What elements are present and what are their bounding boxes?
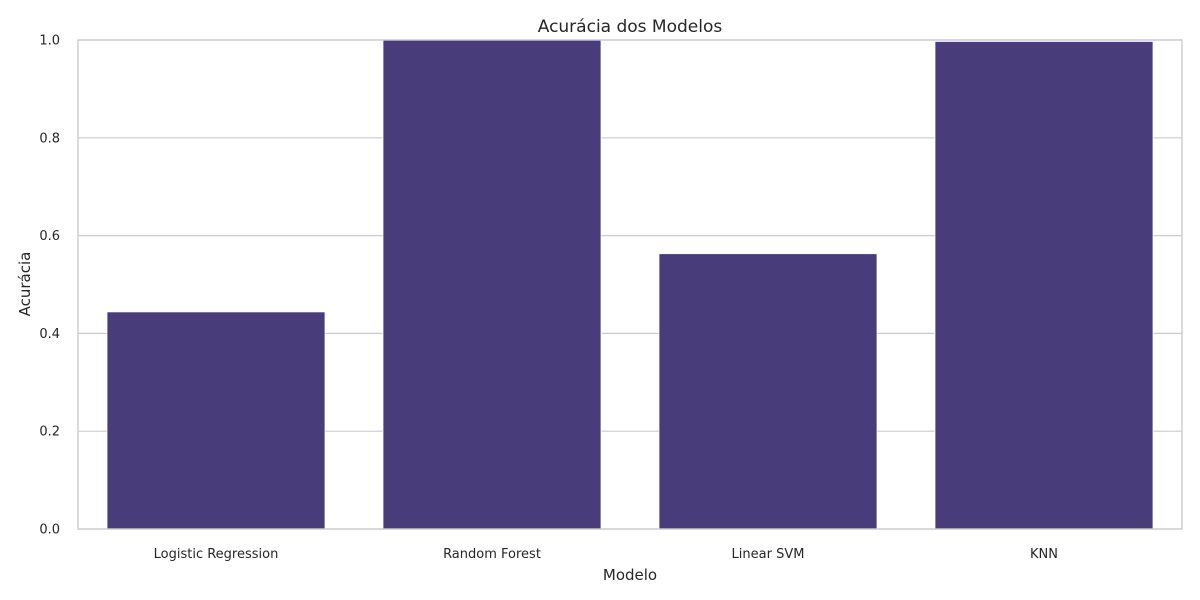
y-tick-labels: 0.0 0.2 0.4 0.6 0.8 1.0 — [39, 34, 60, 538]
y-tick-label: 1.0 — [39, 34, 60, 49]
x-tick-labels: Logistic Regression Random Forest Linear S… — [154, 547, 1058, 562]
y-tick-label: 0.6 — [39, 229, 60, 244]
plot-frame — [77, 39, 1183, 530]
x-tick-label: Random Forest — [443, 547, 541, 562]
y-tick-label: 0.4 — [39, 327, 60, 342]
bar-layer — [106, 39, 1154, 530]
bar — [934, 41, 1154, 530]
y-tick-label: 0.2 — [39, 425, 60, 440]
y-tick-label: 0.0 — [39, 523, 60, 538]
chart-title: Acurácia dos Modelos — [538, 17, 723, 37]
bar — [658, 253, 878, 530]
x-tick-label: Linear SVM — [732, 547, 805, 562]
x-axis-label: Modelo — [603, 566, 657, 584]
x-tick-label: Logistic Regression — [154, 547, 279, 562]
y-axis-label: Acurácia — [16, 252, 34, 317]
bar — [106, 311, 326, 530]
bar — [382, 39, 602, 530]
y-tick-label: 0.8 — [39, 131, 60, 146]
x-tick-label: KNN — [1030, 547, 1058, 562]
